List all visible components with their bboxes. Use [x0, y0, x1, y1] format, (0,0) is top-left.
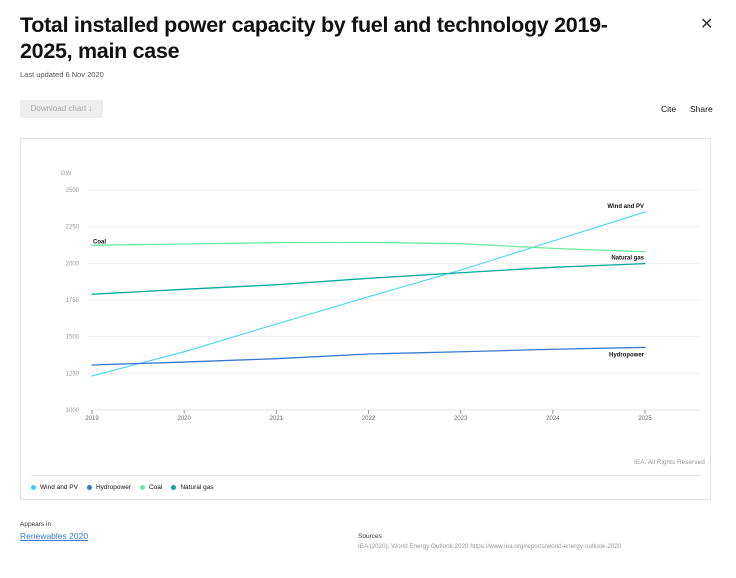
series-line-natural-gas	[91, 262, 646, 295]
x-tick-label: 2022	[362, 416, 376, 422]
page-title: Total installed power capacity by fuel a…	[20, 13, 608, 63]
sources-text: IEA (2020), World Energy Outlook 2020 ht…	[358, 543, 622, 550]
renewables-2020-link[interactable]: Renewables 2020	[20, 531, 89, 541]
y-tick-label: 1250	[66, 371, 80, 377]
legend-dot-icon	[86, 484, 92, 490]
data-point	[552, 266, 554, 268]
legend-dot-icon	[31, 484, 36, 490]
y-tick-label: 2000	[66, 261, 80, 267]
y-tick-label: 1750	[66, 298, 80, 304]
chart-container	[20, 138, 711, 500]
data-point	[183, 361, 185, 363]
data-point	[275, 242, 277, 244]
legend-item[interactable]: Natural gas	[171, 484, 214, 491]
download-chart-button[interactable]: Download chart ↓	[20, 100, 103, 118]
x-tick-label: 2024	[546, 416, 560, 422]
x-tick-label: 2025	[638, 416, 652, 422]
x-tick-label: 2019	[85, 416, 99, 422]
series-label: Hydropower	[609, 352, 645, 358]
data-point	[552, 240, 554, 242]
last-updated: Last updated 6 Nov 2020	[20, 70, 104, 79]
series-line-coal	[91, 241, 646, 253]
x-tick-label: 2023	[454, 416, 468, 422]
data-point	[183, 243, 185, 245]
series-label: Natural gas	[611, 256, 644, 262]
data-point	[91, 364, 93, 366]
y-tick-label: 1000	[66, 408, 80, 414]
close-icon[interactable]: ✕	[700, 16, 714, 33]
legend-item[interactable]: Wind and PV	[31, 484, 78, 491]
data-point	[367, 353, 370, 355]
data-point	[91, 244, 93, 246]
data-point	[183, 288, 185, 290]
x-tick-label: 2021	[270, 416, 284, 422]
data-point	[367, 241, 370, 243]
y-tick-label: 2250	[66, 225, 80, 231]
legend-item[interactable]: Coal	[139, 484, 163, 491]
data-point	[460, 351, 462, 353]
data-point	[91, 293, 93, 295]
data-point	[183, 351, 185, 353]
y-axis-label: GW	[61, 171, 72, 177]
data-point	[460, 269, 462, 271]
share-button[interactable]: Share	[690, 104, 713, 114]
data-point	[644, 251, 646, 253]
y-tick-label: 1500	[66, 335, 80, 341]
y-tick-label: 2500	[66, 188, 80, 194]
copyright: IEA. All Rights Reserved	[634, 459, 705, 466]
data-point	[644, 211, 646, 213]
legend-label: Hydropower	[95, 484, 131, 491]
divider	[31, 475, 701, 476]
data-point	[275, 358, 277, 360]
data-point	[367, 277, 370, 279]
legend-label: Coal	[148, 484, 163, 491]
legend-item[interactable]: Hydropower	[86, 484, 131, 491]
data-point	[275, 284, 277, 286]
legend-dot-icon	[171, 484, 177, 490]
sources-label: Sources	[358, 533, 382, 540]
legend-label: Wind and PV	[40, 484, 78, 491]
data-point	[644, 346, 646, 348]
series-line-wind-and-pv	[91, 211, 646, 377]
series-label: Coal	[93, 239, 106, 245]
cite-button[interactable]: Cite	[661, 104, 677, 114]
series-label: Wind and PV	[607, 204, 644, 210]
appears-in-label: Appears in	[20, 521, 52, 528]
legend-dot-icon	[139, 484, 145, 490]
legend: Wind and PV Hydropower Coal Natural gas	[31, 484, 214, 491]
legend-label: Natural gas	[180, 484, 214, 491]
data-point	[275, 323, 277, 325]
data-point	[644, 263, 646, 265]
data-point	[367, 296, 370, 298]
x-tick-label: 2020	[177, 416, 191, 422]
data-point	[460, 243, 462, 245]
data-point	[460, 272, 462, 274]
data-point	[552, 348, 554, 350]
data-point	[91, 375, 93, 377]
data-point	[552, 247, 554, 249]
series-line-hydropower	[91, 346, 646, 366]
